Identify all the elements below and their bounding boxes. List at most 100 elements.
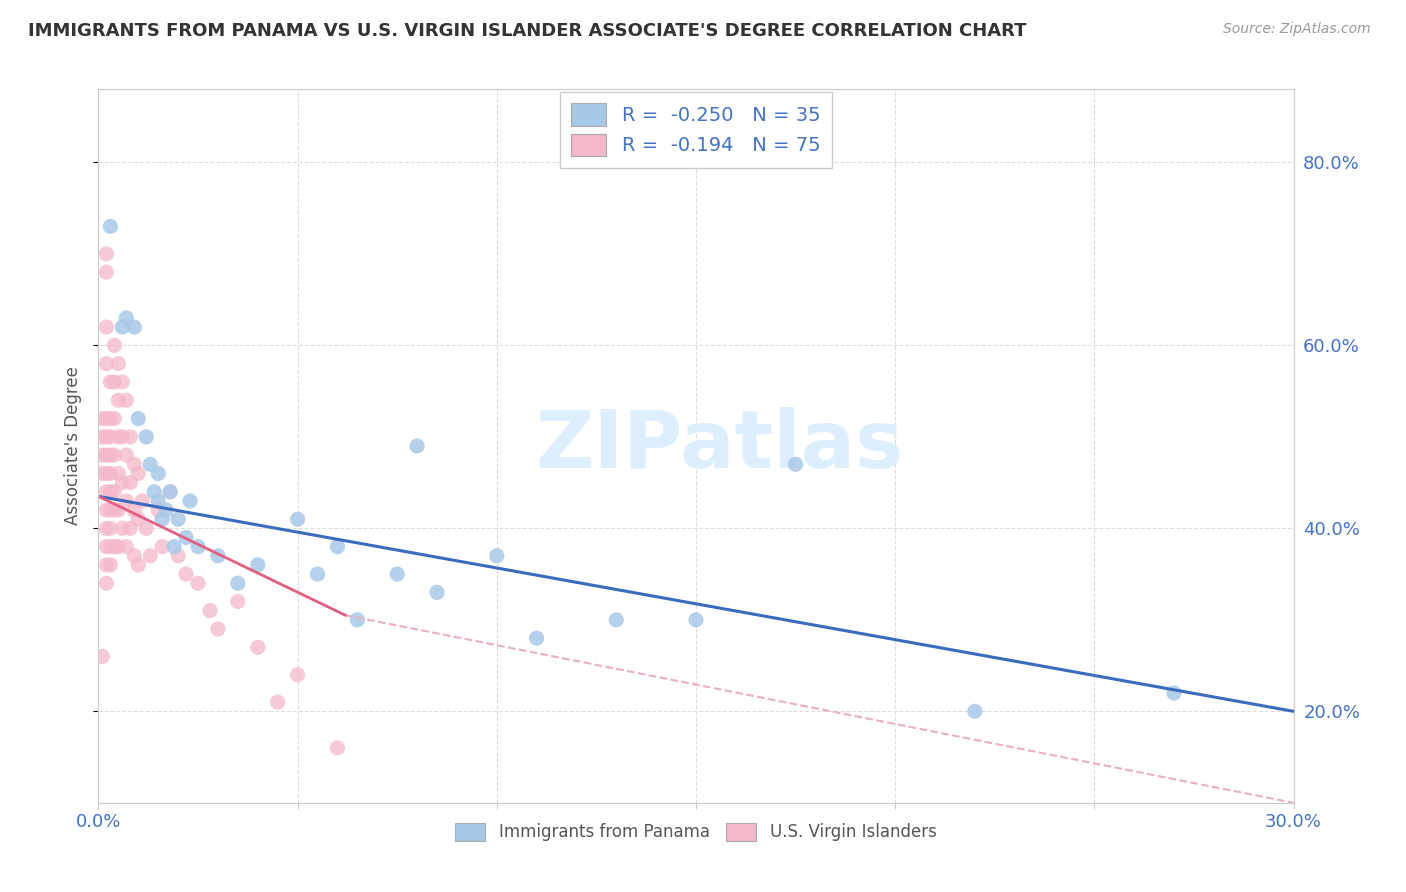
- Point: [246, 558, 269, 572]
- Point: [124, 320, 146, 334]
- Point: [98, 448, 122, 462]
- Point: [107, 393, 129, 408]
- Point: [96, 411, 118, 425]
- Point: [120, 521, 142, 535]
- Point: [96, 467, 118, 481]
- Point: [605, 613, 627, 627]
- Point: [107, 503, 129, 517]
- Point: [246, 640, 269, 655]
- Point: [135, 521, 157, 535]
- Point: [150, 540, 173, 554]
- Text: ZIPatlas: ZIPatlas: [536, 407, 904, 485]
- Point: [91, 649, 114, 664]
- Legend: Immigrants from Panama, U.S. Virgin Islanders: Immigrants from Panama, U.S. Virgin Isla…: [449, 816, 943, 848]
- Point: [91, 430, 114, 444]
- Point: [91, 448, 114, 462]
- Point: [127, 558, 149, 572]
- Point: [96, 484, 118, 499]
- Point: [115, 494, 138, 508]
- Point: [107, 467, 129, 481]
- Point: [207, 622, 229, 636]
- Point: [163, 540, 186, 554]
- Point: [127, 411, 149, 425]
- Point: [167, 512, 190, 526]
- Point: [96, 320, 118, 334]
- Point: [174, 567, 197, 582]
- Point: [115, 540, 138, 554]
- Point: [226, 594, 249, 608]
- Point: [287, 512, 309, 526]
- Point: [103, 503, 125, 517]
- Point: [115, 448, 138, 462]
- Point: [107, 430, 129, 444]
- Point: [159, 484, 181, 499]
- Point: [131, 494, 153, 508]
- Point: [98, 411, 122, 425]
- Point: [1163, 686, 1185, 700]
- Point: [98, 540, 122, 554]
- Point: [326, 540, 349, 554]
- Point: [685, 613, 707, 627]
- Point: [135, 430, 157, 444]
- Point: [326, 740, 349, 755]
- Point: [187, 576, 209, 591]
- Point: [179, 494, 201, 508]
- Text: Source: ZipAtlas.com: Source: ZipAtlas.com: [1223, 22, 1371, 37]
- Point: [148, 494, 170, 508]
- Point: [385, 567, 409, 582]
- Point: [148, 467, 170, 481]
- Point: [98, 219, 122, 234]
- Point: [426, 585, 449, 599]
- Point: [111, 375, 134, 389]
- Point: [198, 604, 221, 618]
- Point: [187, 540, 209, 554]
- Point: [155, 503, 177, 517]
- Point: [148, 503, 170, 517]
- Point: [96, 430, 118, 444]
- Point: [115, 310, 138, 325]
- Point: [167, 549, 190, 563]
- Point: [96, 576, 118, 591]
- Point: [124, 458, 146, 472]
- Point: [111, 430, 134, 444]
- Point: [785, 458, 807, 472]
- Point: [103, 411, 125, 425]
- Point: [124, 549, 146, 563]
- Point: [120, 475, 142, 490]
- Point: [91, 411, 114, 425]
- Point: [346, 613, 368, 627]
- Y-axis label: Associate's Degree: Associate's Degree: [65, 367, 83, 525]
- Point: [174, 531, 197, 545]
- Point: [139, 549, 162, 563]
- Point: [143, 484, 166, 499]
- Point: [485, 549, 508, 563]
- Point: [103, 484, 125, 499]
- Point: [96, 357, 118, 371]
- Point: [103, 540, 125, 554]
- Point: [406, 439, 429, 453]
- Point: [127, 512, 149, 526]
- Point: [91, 467, 114, 481]
- Point: [150, 512, 173, 526]
- Point: [111, 320, 134, 334]
- Point: [103, 375, 125, 389]
- Point: [226, 576, 249, 591]
- Point: [103, 338, 125, 352]
- Point: [96, 521, 118, 535]
- Point: [96, 448, 118, 462]
- Point: [98, 375, 122, 389]
- Point: [127, 467, 149, 481]
- Point: [287, 667, 309, 681]
- Point: [526, 631, 548, 645]
- Point: [107, 540, 129, 554]
- Point: [111, 475, 134, 490]
- Point: [963, 704, 986, 718]
- Point: [98, 430, 122, 444]
- Point: [115, 393, 138, 408]
- Point: [98, 467, 122, 481]
- Point: [96, 558, 118, 572]
- Point: [96, 540, 118, 554]
- Point: [107, 357, 129, 371]
- Point: [103, 448, 125, 462]
- Point: [139, 458, 162, 472]
